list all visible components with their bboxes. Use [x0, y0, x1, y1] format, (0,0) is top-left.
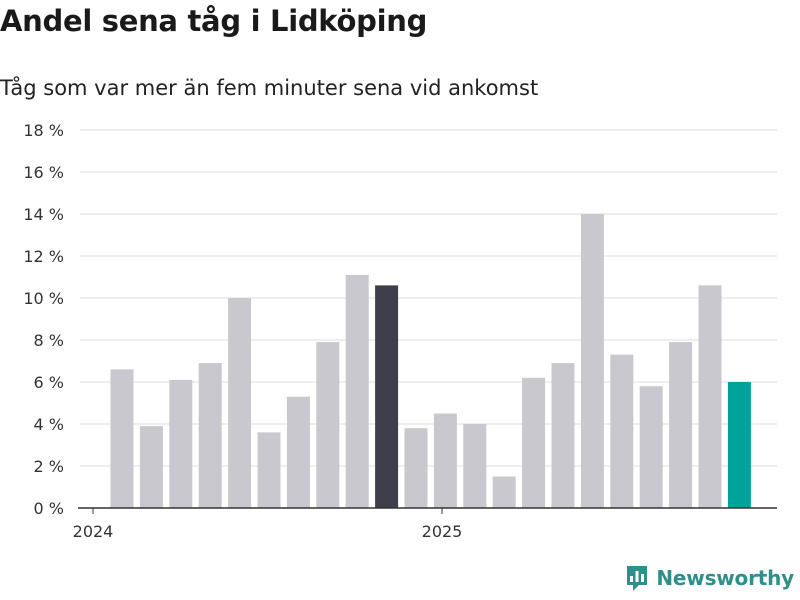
newsworthy-chart-icon [627, 566, 648, 591]
y-tick-label: 8 % [34, 331, 64, 350]
bar-sep-2024 [345, 274, 369, 508]
bar-jun-2025 [610, 354, 634, 508]
bar-nov-2024 [404, 428, 428, 508]
y-tick-label: 0 % [34, 499, 64, 518]
bar-jan-2025 [463, 424, 487, 508]
y-tick-label: 6 % [34, 373, 64, 392]
x-tick-label: 2024 [73, 522, 114, 541]
y-axis-tick-labels: 0 % 2 % 4 % 6 % 8 % 10 % 12 % 14 % 16 % 18 % [23, 121, 64, 518]
bar-okt-2024 [375, 285, 399, 508]
bar-sep-2025 [698, 285, 722, 508]
bar-feb-2025 [492, 476, 516, 508]
y-tick-label: 12 % [23, 247, 64, 266]
y-tick-label: 2 % [34, 457, 64, 476]
bar-apr-2025 [551, 363, 575, 508]
x-axis-tick-labels: 2024 2025 [73, 522, 463, 541]
bar-okt-2025 [727, 382, 751, 508]
bar-jul-2025 [639, 386, 663, 508]
bar-jul-2024 [286, 396, 310, 508]
chart-title: Andel sena tåg i Lidköping [0, 4, 428, 38]
x-tick-label: 2025 [422, 522, 463, 541]
bar-jan-2024 [110, 369, 134, 508]
bar-dec-2024 [433, 413, 457, 508]
bar-maj-2024 [228, 298, 252, 508]
y-tick-label: 14 % [23, 205, 64, 224]
bar-maj-2025 [580, 214, 604, 508]
y-tick-label: 16 % [23, 163, 64, 182]
bar-mar-2024 [169, 379, 193, 508]
bars [110, 214, 751, 508]
chart-subtitle: Tåg som var mer än fem minuter sena vid … [0, 76, 539, 100]
x-axis [78, 507, 777, 514]
bar-mar-2025 [522, 377, 546, 508]
bar-feb-2024 [139, 426, 163, 508]
newsworthy-branding: Newsworthy [625, 564, 794, 592]
bar-aug-2025 [669, 342, 693, 508]
brand-name: Newsworthy [656, 566, 794, 590]
y-tick-label: 10 % [23, 289, 64, 308]
bar-jun-2024 [257, 432, 281, 508]
bar-aug-2024 [316, 342, 340, 508]
y-tick-label: 4 % [34, 415, 64, 434]
bar-apr-2024 [198, 363, 222, 508]
y-tick-label: 18 % [23, 121, 64, 140]
gridlines [80, 129, 777, 467]
